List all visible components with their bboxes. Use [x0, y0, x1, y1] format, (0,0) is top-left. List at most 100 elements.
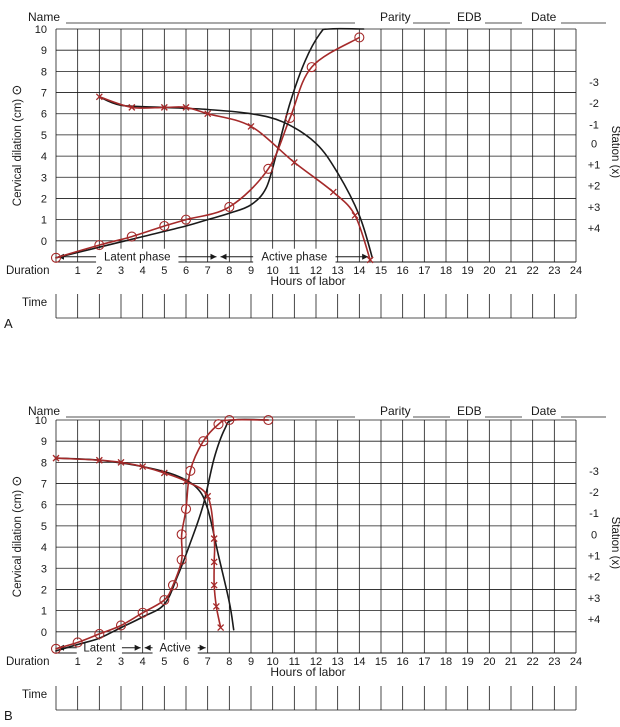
- arrow-right-icon: [362, 253, 369, 260]
- station-tick-label: -2: [589, 487, 599, 499]
- phase-label-background: [253, 248, 336, 263]
- data-point-x-marker: [210, 535, 218, 543]
- data-point-x-marker: [182, 103, 190, 111]
- x-axis-title: Hours of labor: [270, 665, 345, 679]
- station-tick-label: +1: [588, 551, 601, 563]
- data-point-circle-marker: [213, 419, 224, 430]
- duration-label: Duration: [6, 656, 49, 668]
- data-point-circle-marker: [159, 220, 170, 232]
- y-axis-title-text: Cervical dilation (cm): [12, 96, 24, 207]
- arrow-right-icon: [199, 644, 206, 651]
- x-tick-label: 15: [375, 265, 387, 277]
- x-tick-label: 6: [183, 265, 189, 277]
- x-tick-label: 4: [140, 656, 146, 668]
- x-tick-label: 14: [353, 656, 365, 668]
- station-tick-label: -3: [589, 466, 599, 478]
- data-point-x-marker: [95, 456, 103, 464]
- data-point-circle-marker: [176, 554, 187, 565]
- phase-label-background: [76, 639, 122, 654]
- x-tick-label: 17: [418, 656, 430, 668]
- data-point-circle-marker: [50, 252, 62, 263]
- x-tick-label: 12: [310, 265, 322, 277]
- y-tick-label: 6: [41, 500, 47, 512]
- data-point-x-marker: [366, 256, 374, 264]
- x-tick-label: 24: [570, 265, 582, 277]
- arrow-right-icon: [210, 253, 217, 260]
- phase-label: Active: [160, 643, 191, 655]
- x-tick-label: 9: [248, 265, 254, 277]
- edb-label: EDB: [457, 10, 482, 24]
- data-point-circle-marker: [263, 414, 274, 426]
- data-point-circle-marker: [354, 32, 365, 43]
- time-label: Time: [22, 689, 47, 701]
- data-point-x-marker: [182, 477, 190, 485]
- series-line-dilation-observed: [55, 36, 361, 259]
- x-tick-label: 5: [161, 656, 167, 668]
- phase-label: Latent: [83, 643, 116, 655]
- x-tick-label: 1: [75, 265, 81, 277]
- data-point-circle-marker: [115, 620, 127, 631]
- station-tick-label: +2: [588, 572, 601, 584]
- x-tick-label: 2: [96, 265, 102, 277]
- x-tick-label: 7: [205, 265, 211, 277]
- arrow-right-icon: [134, 644, 141, 651]
- data-point-x-marker: [160, 469, 168, 477]
- station-tick-label: -3: [589, 77, 599, 89]
- dilation-symbol-icon: ⊙: [9, 85, 24, 96]
- data-point-x-marker: [329, 188, 337, 196]
- data-point-x-marker: [52, 454, 60, 462]
- dilation-symbol-icon: ⊙: [9, 476, 24, 487]
- station-tick-label: +2: [588, 181, 601, 193]
- x-tick-label: 3: [118, 656, 124, 668]
- x-tick-label: 19: [462, 656, 474, 668]
- station-tick-label: -1: [589, 119, 599, 131]
- phase-label: Active phase: [261, 252, 327, 264]
- plot-grid: [55, 28, 577, 263]
- y-tick-label: 3: [41, 563, 47, 575]
- station-tick-label: +3: [588, 202, 601, 214]
- station-tick-label: 0: [591, 138, 597, 150]
- duration-label: Duration: [6, 265, 49, 277]
- x-tick-label: 23: [548, 265, 560, 277]
- series-dilation-observed: [50, 414, 274, 654]
- data-point-x-marker: [204, 110, 212, 118]
- x-tick-label: 5: [161, 265, 167, 277]
- y-tick-label: 2: [41, 193, 47, 205]
- y-tick-label: 3: [41, 172, 47, 184]
- x-tick-label: 8: [226, 656, 232, 668]
- data-point-circle-marker: [50, 643, 62, 654]
- station-tick-label: -2: [589, 98, 599, 110]
- data-point-circle-marker: [180, 503, 192, 515]
- series-line-dilation-expected: [55, 418, 270, 652]
- data-point-x-marker: [210, 581, 218, 589]
- y-axis-title-text: Cervical dilation (cm): [12, 487, 24, 598]
- series-line-station-observed: [98, 96, 371, 261]
- x-tick-label: 15: [375, 656, 387, 668]
- x-tick-label: 20: [483, 656, 495, 668]
- data-point-x-marker: [160, 103, 168, 111]
- x-tick-label: 22: [527, 656, 539, 668]
- x-tick-label: 9: [248, 656, 254, 668]
- x-tick-label: 8: [226, 265, 232, 277]
- x-tick-label: 10: [267, 656, 279, 668]
- x-tick-label: 21: [505, 265, 517, 277]
- y-tick-label: 6: [41, 109, 47, 121]
- y-tick-label: 1: [41, 215, 47, 227]
- edb-label: EDB: [457, 404, 482, 418]
- time-label: Time: [22, 297, 47, 309]
- data-point-x-marker: [128, 103, 136, 111]
- data-point-circle-marker: [284, 112, 296, 124]
- series-line-dilation-observed: [55, 418, 270, 650]
- station-tick-label: 0: [591, 529, 597, 541]
- x-tick-label: 22: [527, 265, 539, 277]
- x-tick-label: 14: [353, 265, 365, 277]
- series-dilation-expected: [55, 27, 365, 259]
- parity-label: Parity: [380, 10, 411, 24]
- data-point-x-marker: [290, 158, 298, 166]
- phase-label-background: [152, 639, 198, 654]
- x-tick-label: 23: [548, 656, 560, 668]
- data-point-x-marker: [217, 624, 225, 632]
- x-tick-label: 11: [289, 656, 300, 668]
- name-label: Name: [28, 10, 60, 24]
